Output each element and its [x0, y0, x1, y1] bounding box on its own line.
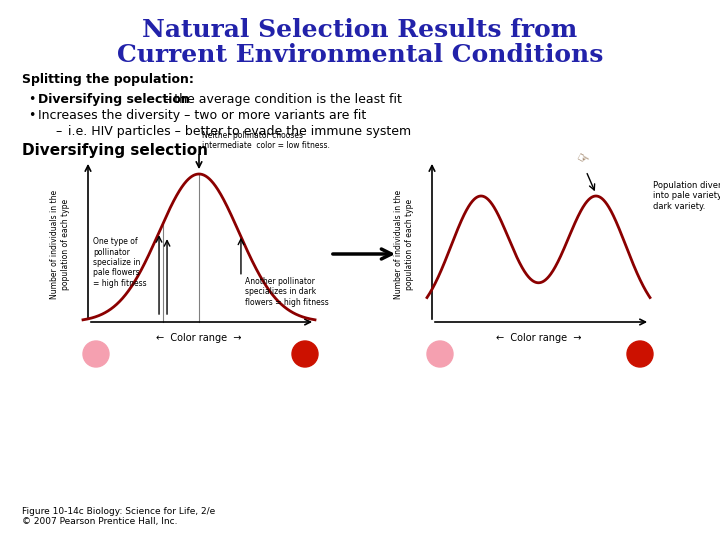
Text: Population diversifies
into pale variety and
dark variety.: Population diversifies into pale variety…	[653, 181, 720, 211]
Text: –: –	[55, 125, 61, 138]
Text: Neither pollinator chooses
intermediate  color = low fitness.: Neither pollinator chooses intermediate …	[202, 131, 330, 150]
Text: •: •	[28, 110, 35, 123]
Text: ←  Color range  →: ← Color range →	[496, 333, 581, 343]
Text: One type of
pollinator
specialize in
pale flowers
= high fitness: One type of pollinator specialize in pal…	[93, 237, 147, 288]
Text: Splitting the population:: Splitting the population:	[22, 73, 194, 86]
Text: ←  Color range  →: ← Color range →	[156, 333, 242, 343]
Text: ☞: ☞	[574, 150, 592, 168]
Text: Number of individuals in the
population of each type: Number of individuals in the population …	[50, 190, 70, 299]
Text: Another pollinator
specializes in dark
flowers = high fitness: Another pollinator specializes in dark f…	[245, 276, 329, 307]
Text: i.e. HIV particles – better to evade the immune system: i.e. HIV particles – better to evade the…	[68, 125, 411, 138]
Text: – the average condition is the least fit: – the average condition is the least fit	[160, 92, 402, 105]
Text: Number of individuals in the
population of each type: Number of individuals in the population …	[395, 190, 414, 299]
Circle shape	[292, 341, 318, 367]
Text: Increases the diversity – two or more variants are fit: Increases the diversity – two or more va…	[38, 110, 366, 123]
Circle shape	[627, 341, 653, 367]
Text: Current Environmental Conditions: Current Environmental Conditions	[117, 43, 603, 67]
Circle shape	[83, 341, 109, 367]
Text: Natural Selection Results from: Natural Selection Results from	[143, 18, 577, 42]
Text: Diversifying selection: Diversifying selection	[22, 143, 208, 158]
Text: Figure 10-14c Biology: Science for Life, 2/e
© 2007 Pearson Prentice Hall, Inc.: Figure 10-14c Biology: Science for Life,…	[22, 507, 215, 526]
Circle shape	[427, 341, 453, 367]
Text: Diversifying selection: Diversifying selection	[38, 92, 190, 105]
Text: •: •	[28, 92, 35, 105]
